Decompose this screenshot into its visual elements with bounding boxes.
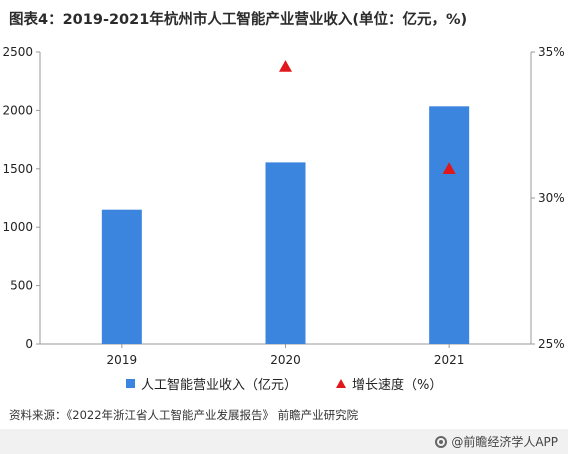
y-tick-label: 1000 (2, 220, 33, 234)
legend-bar-label: 人工智能营业收入（亿元） (141, 378, 298, 393)
y2-tick-label: 25% (538, 337, 565, 351)
y2-tick-label: 30% (538, 191, 565, 205)
legend-bar-swatch (126, 379, 135, 388)
x-tick-label: 2019 (107, 353, 138, 367)
legend-growth-label: 增长速度（%） (352, 378, 443, 393)
brand-text: @前瞻经济学人APP (451, 435, 558, 449)
x-tick-label: 2020 (270, 353, 301, 367)
brand-credit: @前瞻经济学人APP (435, 433, 558, 450)
legend-item-growth: 增长速度（%） (336, 374, 442, 393)
y2-tick-label: 35% (538, 45, 565, 59)
growth-rate-marker (442, 162, 456, 174)
bar-revenue (265, 162, 306, 344)
footer-bar: @前瞻经济学人APP (0, 429, 568, 454)
x-tick-label: 2021 (434, 353, 465, 367)
y-tick-label: 500 (10, 279, 33, 293)
brand-logo-icon (435, 435, 448, 448)
bar-revenue (429, 106, 470, 344)
bar-revenue (101, 209, 142, 344)
legend-triangle-icon (336, 379, 346, 388)
legend-item-bar: 人工智能营业收入（亿元） (126, 374, 297, 393)
y-tick-label: 2000 (2, 103, 33, 117)
y-tick-label: 0 (25, 337, 33, 351)
y-tick-label: 2500 (2, 45, 33, 59)
chart-title: 图表4：2019-2021年杭州市人工智能产业营业收入(单位：亿元，%) (9, 12, 468, 28)
growth-rate-marker (279, 60, 292, 72)
chart-legend: 人工智能营业收入（亿元） 增长速度（%） (0, 374, 568, 394)
y-tick-label: 1500 (2, 162, 33, 176)
source-note: 资料来源：《2022年浙江省人工智能产业发展报告》 前瞻产业研究院 (9, 408, 359, 422)
